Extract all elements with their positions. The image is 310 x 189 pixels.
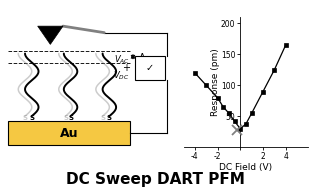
Polygon shape xyxy=(38,26,63,44)
Text: $V_{AC}$: $V_{AC}$ xyxy=(114,54,130,66)
Text: ✓: ✓ xyxy=(146,63,154,73)
Text: $V_{DC}$: $V_{DC}$ xyxy=(113,69,130,82)
Bar xyxy=(8,121,130,145)
Text: S: S xyxy=(68,115,73,121)
Text: S: S xyxy=(100,115,105,121)
Text: S: S xyxy=(107,115,112,121)
Y-axis label: Response (pm): Response (pm) xyxy=(210,48,219,116)
Text: S: S xyxy=(63,115,68,121)
Text: Au: Au xyxy=(60,127,78,139)
X-axis label: DC Field (V): DC Field (V) xyxy=(219,163,272,172)
Text: DC Sweep DART PFM: DC Sweep DART PFM xyxy=(65,172,245,187)
Text: $\Delta$: $\Delta$ xyxy=(138,51,147,63)
Text: S: S xyxy=(29,115,34,121)
Text: S: S xyxy=(23,115,28,121)
Text: +: + xyxy=(122,63,130,73)
Bar xyxy=(135,56,165,80)
